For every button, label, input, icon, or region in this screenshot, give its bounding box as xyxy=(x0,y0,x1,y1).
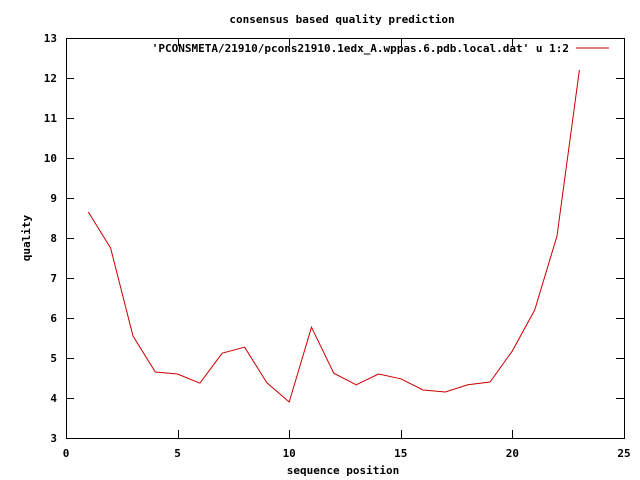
y-tick-label: 8 xyxy=(50,232,57,245)
series-layer xyxy=(87,69,580,403)
x-tick-label: 20 xyxy=(506,447,519,460)
y-axis-label: quality xyxy=(20,214,33,261)
legend-label: 'PCONSMETA/21910/pcons21910.1edx_A.wppas… xyxy=(152,42,569,55)
series-line xyxy=(87,69,580,403)
y-tick-label: 6 xyxy=(50,312,57,325)
y-tick-label: 9 xyxy=(50,192,57,205)
x-tick-label: 5 xyxy=(174,447,181,460)
y-tick-label: 5 xyxy=(50,352,57,365)
y-tick-label: 12 xyxy=(44,72,57,85)
x-axis-label: sequence position xyxy=(287,464,400,477)
x-tick-label: 10 xyxy=(283,447,296,460)
y-tick-label: 10 xyxy=(44,152,57,165)
x-tick-label: 0 xyxy=(63,447,70,460)
x-tick-label: 15 xyxy=(394,447,407,460)
chart-title: consensus based quality prediction xyxy=(229,13,454,26)
y-tick-label: 11 xyxy=(44,112,58,125)
y-tick-label: 3 xyxy=(50,432,57,445)
y-tick-label: 4 xyxy=(50,392,57,405)
axis-ticks: 3 4 5 6 7 8 9 10 11 12 13 0 5 10 15 20 25 xyxy=(44,32,631,460)
plot-frame xyxy=(66,38,625,439)
y-tick-label: 7 xyxy=(50,272,57,285)
legend: 'PCONSMETA/21910/pcons21910.1edx_A.wppas… xyxy=(152,42,609,55)
y-tick-label: 13 xyxy=(44,32,57,45)
x-tick-label: 25 xyxy=(617,447,630,460)
